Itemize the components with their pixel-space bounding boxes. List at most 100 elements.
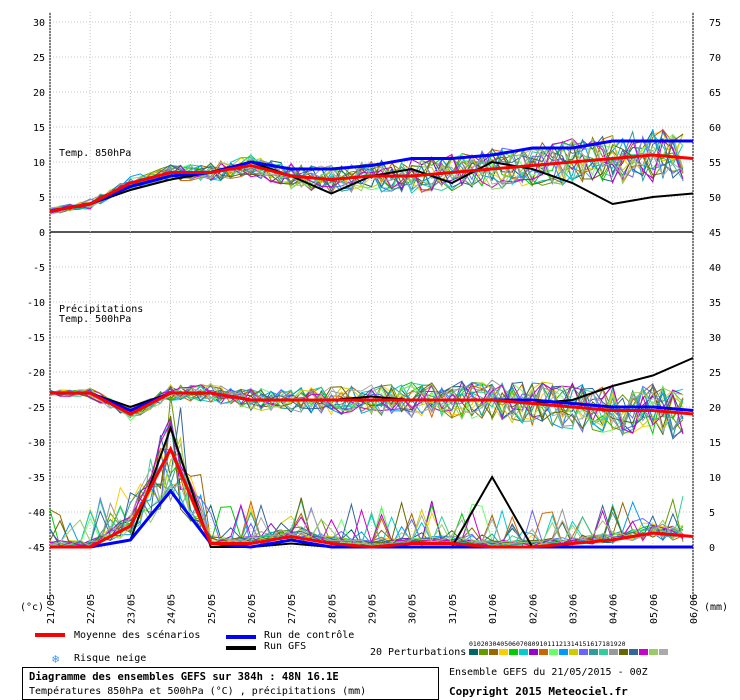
copyright: Copyright 2015 Meteociel.fr bbox=[449, 685, 628, 698]
x-tick-label: 02/06 bbox=[528, 594, 539, 624]
run-info: Ensemble GEFS du 21/05/2015 - 00Z bbox=[449, 667, 648, 678]
perturbation-color-cell bbox=[649, 649, 658, 655]
info-subtitle: Températures 850hPa et 500hPa (°C) , pré… bbox=[29, 686, 367, 697]
perturbation-line bbox=[49, 421, 684, 548]
series-line bbox=[50, 391, 694, 416]
perturbation-color-cell bbox=[639, 649, 648, 655]
legend-snow: Risque neige bbox=[74, 653, 147, 664]
left-tick-label: 25 bbox=[33, 53, 45, 64]
right-tick-label: 60 bbox=[709, 123, 721, 134]
perturbation-color-cell bbox=[659, 649, 668, 655]
left-tick-label: 10 bbox=[33, 158, 45, 169]
perturbation-color-cell bbox=[469, 649, 478, 655]
x-tick-label: 27/05 bbox=[287, 594, 298, 624]
right-tick-label: 70 bbox=[709, 53, 721, 64]
perturbation-color-cell bbox=[629, 649, 638, 655]
series-line bbox=[50, 445, 694, 549]
series-line bbox=[49, 153, 694, 213]
right-tick-label: 50 bbox=[709, 193, 721, 204]
right-tick-label: 10 bbox=[709, 473, 721, 484]
right-tick-label: 40 bbox=[709, 263, 721, 274]
perturbation-line bbox=[49, 467, 684, 548]
perturbation-color-cell bbox=[519, 649, 528, 655]
left-tick-label: 15 bbox=[33, 123, 45, 134]
legend-mean: Moyenne des scénarios bbox=[74, 630, 201, 641]
x-tick-label: 26/05 bbox=[247, 594, 258, 624]
right-tick-label: 75 bbox=[709, 18, 721, 29]
perturbation-ids: 0102030405060708091011121314151617181920 bbox=[469, 640, 626, 648]
x-tick-label: 30/05 bbox=[408, 594, 419, 624]
left-tick-label: -5 bbox=[33, 263, 45, 274]
right-tick-label: 25 bbox=[709, 368, 721, 379]
left-tick-label: -40 bbox=[27, 508, 45, 519]
left-tick-label: 30 bbox=[33, 18, 45, 29]
x-tick-label: 28/05 bbox=[327, 594, 338, 624]
left-tick-label: 20 bbox=[33, 88, 45, 99]
perturbation-line bbox=[49, 128, 684, 214]
x-tick-label: 03/06 bbox=[568, 594, 579, 624]
perturbation-color-cell bbox=[619, 649, 628, 655]
gfs-swatch bbox=[226, 646, 256, 650]
main-series-lines bbox=[49, 139, 694, 549]
right-tick-label: 5 bbox=[709, 508, 715, 519]
legend-perturbations: 20 Perturbations bbox=[370, 647, 467, 658]
left-axis-unit: (°c) bbox=[20, 602, 44, 613]
perturbation-color-cell bbox=[489, 649, 498, 655]
perturbation-color-cell bbox=[599, 649, 608, 655]
right-tick-label: 65 bbox=[709, 88, 721, 99]
right-tick-label: 55 bbox=[709, 158, 721, 169]
x-tick-label: 23/05 bbox=[126, 594, 137, 624]
right-axis-unit: (mm) bbox=[704, 602, 728, 613]
perturbation-color-cell bbox=[569, 649, 578, 655]
label-precip: Précipitations bbox=[59, 303, 143, 315]
x-tick-label: 01/06 bbox=[488, 594, 499, 624]
left-tick-label: -45 bbox=[27, 543, 45, 554]
legend-gfs: Run GFS bbox=[264, 641, 307, 652]
perturbation-color-cell bbox=[609, 649, 618, 655]
x-tick-label: 24/05 bbox=[167, 594, 178, 624]
right-tick-label: 45 bbox=[709, 228, 721, 239]
perturbation-color-cell bbox=[499, 649, 508, 655]
mean-swatch bbox=[35, 633, 65, 637]
perturbation-color-cell bbox=[559, 649, 568, 655]
right-tick-label: 30 bbox=[709, 333, 721, 344]
perturbation-color-cell bbox=[539, 649, 548, 655]
left-tick-label: -10 bbox=[27, 298, 45, 309]
x-tick-label: 25/05 bbox=[207, 594, 218, 624]
x-tick-label: 29/05 bbox=[368, 594, 379, 624]
x-tick-label: 22/05 bbox=[86, 594, 97, 624]
left-tick-label: 0 bbox=[39, 228, 45, 239]
perturbation-color-cells bbox=[469, 649, 669, 655]
perturbation-line bbox=[49, 441, 684, 547]
label-temp850: Temp. 850hPa bbox=[59, 148, 131, 159]
left-tick-label: -20 bbox=[27, 368, 45, 379]
perturbation-color-cell bbox=[479, 649, 488, 655]
perturbation-color-cell bbox=[579, 649, 588, 655]
info-box: Diagramme des ensembles GEFS sur 384h : … bbox=[22, 667, 439, 700]
perturbation-color-cell bbox=[589, 649, 598, 655]
x-tick-label: 31/05 bbox=[448, 594, 459, 624]
x-tick-label: 04/06 bbox=[609, 594, 620, 624]
x-tick-label: 06/06 bbox=[689, 594, 700, 624]
control-swatch bbox=[226, 635, 256, 639]
legend-control: Run de contrôle bbox=[264, 630, 355, 641]
left-tick-label: -35 bbox=[27, 473, 45, 484]
right-tick-label: 15 bbox=[709, 438, 721, 449]
snowflake-icon: ❄ bbox=[52, 652, 60, 666]
perturbation-line bbox=[49, 135, 684, 214]
perturbation-color-cell bbox=[549, 649, 558, 655]
right-tick-label: 35 bbox=[709, 298, 721, 309]
label-temp500: Temp. 500hPa bbox=[59, 314, 131, 325]
right-tick-label: 20 bbox=[709, 403, 721, 414]
perturbation-color-cell bbox=[529, 649, 538, 655]
right-tick-label: 0 bbox=[709, 543, 715, 554]
info-title: Diagramme des ensembles GEFS sur 384h : … bbox=[29, 671, 339, 683]
series-line bbox=[49, 139, 693, 213]
x-tick-label: 05/06 bbox=[649, 594, 660, 624]
left-tick-label: -25 bbox=[27, 403, 45, 414]
perturbation-color-cell bbox=[509, 649, 518, 655]
left-tick-label: 5 bbox=[39, 193, 45, 204]
left-tick-label: -15 bbox=[27, 333, 45, 344]
